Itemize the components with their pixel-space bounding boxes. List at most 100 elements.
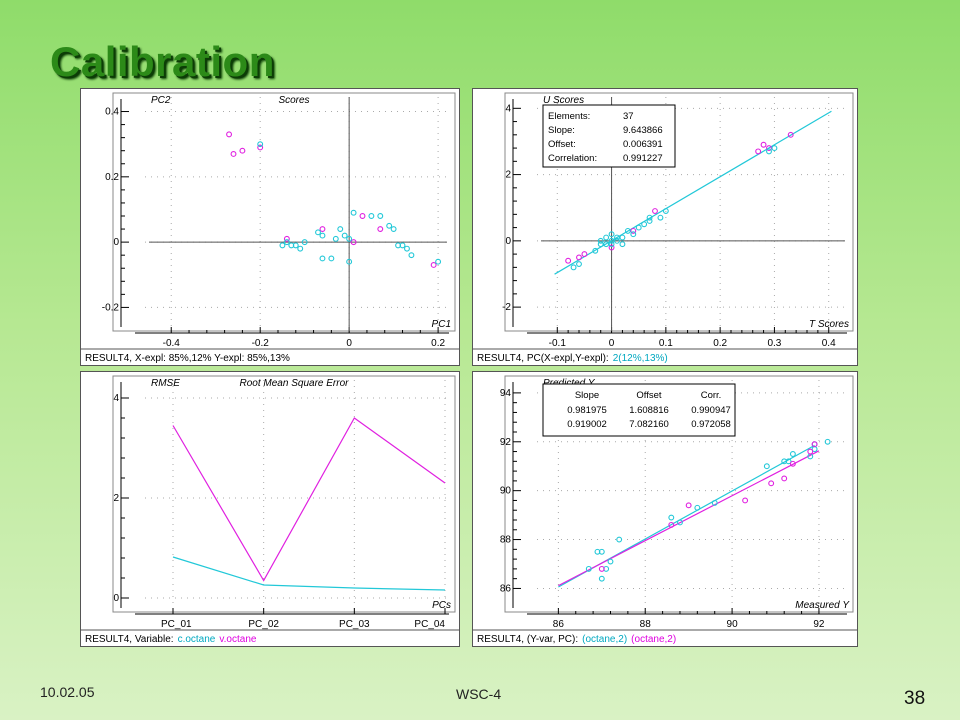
footer-text: RESULT4, (Y-var, PC): (octane,2) (octane,2… — [477, 634, 676, 645]
data-point-cyan — [332, 235, 339, 242]
data-point-cyan — [341, 232, 348, 239]
data-point-cyan — [646, 214, 653, 221]
data-point-cyan — [592, 247, 599, 254]
data-point-cyan — [603, 241, 610, 248]
data-point-magenta — [319, 226, 326, 233]
footer-highlight-cyan: 2(12%,13%) — [613, 353, 668, 364]
data-point-magenta — [789, 460, 796, 467]
y-tick-label: 0 — [113, 593, 119, 604]
stats-label: Slope: — [548, 125, 575, 136]
data-point-cyan — [694, 504, 701, 511]
footer-prefix: RESULT4, X-expl: 85%,12% Y-expl: 85%,13% — [85, 353, 290, 364]
data-point-cyan — [368, 213, 375, 219]
data-point-magenta — [576, 254, 582, 261]
slide-title: Calibration — [50, 38, 275, 85]
data-point-cyan — [763, 463, 770, 470]
data-point-cyan — [404, 245, 410, 252]
data-point-cyan — [598, 548, 605, 555]
data-point-magenta — [226, 131, 233, 138]
data-point-magenta — [807, 448, 814, 455]
x-axis-label: PCs — [432, 600, 451, 611]
x-tick-label: 0.4 — [822, 338, 836, 349]
data-point-cyan — [390, 226, 397, 233]
x-tick-label: 0 — [609, 338, 615, 349]
x-axis-label: Measured Y — [795, 600, 850, 611]
data-point-cyan — [279, 242, 286, 249]
regression-line-magenta — [558, 450, 820, 587]
data-point-cyan — [771, 145, 778, 152]
data-point-cyan — [785, 458, 792, 465]
data-point-cyan — [711, 499, 718, 506]
data-point-cyan — [350, 209, 357, 216]
data-point-cyan — [635, 224, 642, 231]
data-point-cyan — [614, 234, 620, 241]
data-point-cyan — [789, 451, 796, 457]
data-point-magenta — [630, 227, 637, 234]
data-point-magenta — [768, 480, 775, 487]
data-point-cyan — [677, 519, 683, 526]
data-point-cyan — [619, 234, 626, 241]
footer-prefix: RESULT4, (Y-var, PC): — [477, 634, 578, 645]
data-point-cyan — [576, 261, 582, 267]
data-point-cyan — [399, 242, 406, 249]
slide-date: 10.02.05 — [40, 684, 95, 700]
data-point-cyan — [624, 227, 631, 234]
rmse-chart-panel: 4 2 0 PC_01 PC_02 PC_03 PC_04 RMSE Root Mean Squ… — [80, 371, 460, 647]
table-cell-magenta: 0.919002 — [567, 419, 607, 430]
footer-highlight-magenta: (octane,2) — [631, 634, 676, 645]
data-point-magenta — [787, 131, 794, 138]
data-point-cyan — [657, 214, 664, 221]
data-point-cyan — [598, 575, 605, 582]
footer-highlight-cyan: (octane,2) — [582, 634, 627, 645]
x-tick-label: PC_03 — [339, 619, 370, 630]
data-point-cyan — [608, 237, 615, 244]
data-point-cyan — [337, 226, 344, 233]
data-point-magenta — [257, 144, 264, 151]
x-tick-label: 0 — [346, 338, 352, 349]
chart-title: Scores — [278, 95, 309, 106]
data-point-cyan — [570, 264, 577, 271]
data-point-cyan — [301, 239, 308, 246]
data-point-cyan — [386, 222, 393, 229]
table-cell-cyan: 0.990947 — [691, 405, 731, 416]
x-axis-label: T Scores — [809, 319, 849, 330]
x-tick-label: 0.2 — [431, 338, 445, 349]
stats-value: 0.991227 — [623, 153, 663, 164]
data-point-cyan — [619, 241, 626, 248]
stats-value: 37 — [623, 111, 634, 122]
data-point-magenta — [781, 475, 788, 482]
x-tick-label: 90 — [727, 619, 739, 630]
x-tick-label: PC_02 — [248, 619, 279, 630]
table-header: Corr. — [701, 390, 722, 401]
data-point-magenta — [359, 213, 366, 219]
y-axis-label: PC2 — [151, 95, 171, 106]
data-point-magenta — [685, 502, 692, 509]
data-point-cyan — [608, 231, 615, 238]
data-point-magenta — [766, 145, 772, 152]
table-header: Offset — [636, 390, 662, 401]
data-point-magenta — [742, 497, 749, 504]
stats-value: 9.643866 — [623, 125, 663, 136]
data-point-cyan — [292, 242, 299, 249]
x-tick-label: -0.2 — [252, 338, 270, 349]
data-point-cyan — [585, 565, 592, 572]
footer-prefix: RESULT4, PC(X-expl,Y-expl): — [477, 353, 609, 364]
plot-frame — [504, 375, 854, 613]
data-point-magenta — [377, 226, 384, 233]
y-tick-label: 4 — [113, 393, 119, 404]
footer-prefix: RESULT4, Variable: — [85, 634, 174, 645]
table-cell-cyan: 1.608816 — [629, 405, 669, 416]
data-point-cyan — [641, 221, 648, 228]
data-point-magenta — [350, 239, 357, 246]
footer-text: RESULT4, PC(X-expl,Y-expl): 2(12%,13%) — [477, 353, 668, 364]
data-point-cyan — [319, 232, 326, 239]
data-point-cyan — [603, 234, 610, 241]
data-point-cyan — [824, 438, 831, 445]
x-tick-label: 0.2 — [713, 338, 727, 349]
data-point-cyan — [297, 245, 304, 252]
data-point-cyan — [607, 558, 614, 565]
x-tick-label: -0.1 — [549, 338, 567, 349]
y-tick-label: 86 — [500, 583, 512, 594]
data-point-magenta — [430, 262, 437, 268]
footer-text: RESULT4, Variable: c.octane v.octane — [85, 634, 257, 645]
